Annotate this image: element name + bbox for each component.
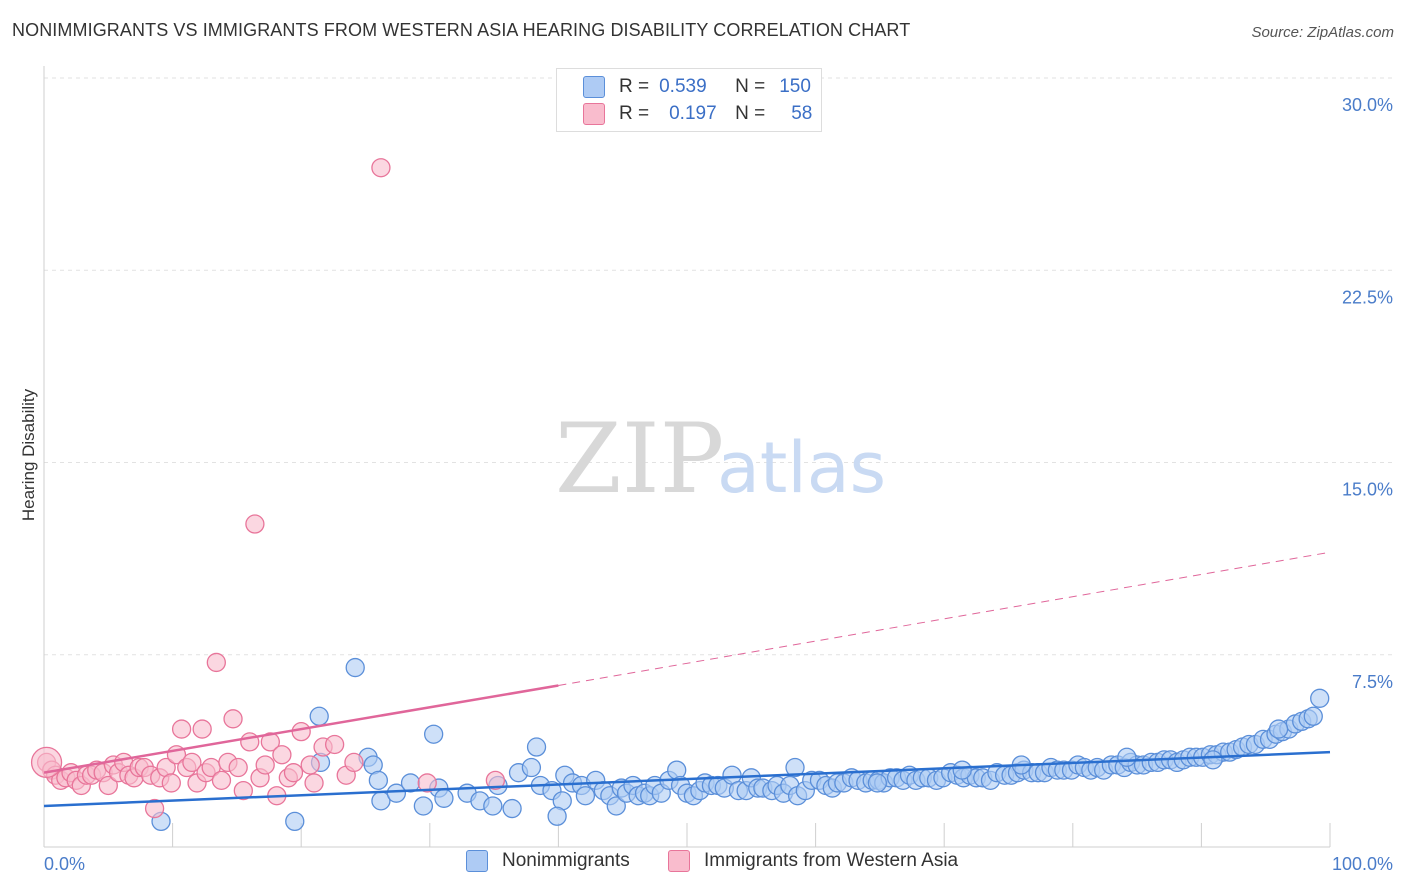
data-point [272,745,292,765]
data-point [575,786,596,806]
series-immigrants [36,158,506,819]
legend-r-value: 0.197 [669,103,717,124]
tick-labels: 7.5% 15.0% 22.5% 30.0% 0.0% 100.0% [44,95,1393,874]
data-point [485,770,506,791]
trend-line-immigrants [43,684,559,774]
data-point [785,757,805,778]
chart-title: NONIMMIGRANTS VS IMMIGRANTS FROM WESTERN… [12,20,911,40]
data-point [1203,750,1223,770]
data-point [182,752,202,773]
legend-label-nonimmigrants: Nonimmigrants [502,850,630,871]
legend-n-value: 58 [791,103,813,124]
data-point [526,737,547,757]
data-point [192,719,212,739]
data-point [547,806,567,826]
data-point [867,773,887,793]
data-point [434,788,454,808]
data-point [233,780,253,801]
data-point [1303,706,1323,726]
data-point [211,770,232,791]
data-point [606,796,626,816]
data-point [260,732,280,752]
correlation-legend: R = 0.539 N = 150 R = 0.197 N = 58 [556,68,822,132]
y-tick-label: 30.0% [1342,95,1393,115]
data-point [952,760,972,780]
data-point [424,724,444,744]
legend-item-immigrants: Immigrants from Western Asia [668,850,958,872]
watermark: ZIP atlas [555,403,886,515]
data-point [344,752,364,773]
series-legend: Nonimmigrants Immigrants from Western As… [0,850,1406,880]
data-point [368,770,389,791]
trend-line-immigrants-extension [558,551,1331,687]
data-point [283,763,304,783]
y-tick-label: 7.5% [1352,672,1393,692]
data-point [291,722,311,742]
legend-swatch-blue [466,850,488,872]
data-point [324,734,345,755]
watermark-atlas: atlas [717,427,886,509]
data-point [304,773,324,793]
legend-n-value: 150 [779,76,811,97]
data-point [1268,719,1289,739]
data-point [98,775,118,796]
data-point [206,652,226,673]
legend-item-nonimmigrants: Nonimmigrants [466,850,630,872]
y-tick-label: 22.5% [1342,287,1393,307]
legend-r-label: R = [619,103,650,124]
legend-row-immigrants: R = 0.197 N = 58 [583,102,812,126]
data-point [371,158,391,178]
data-point [417,773,437,793]
axes [43,66,1331,848]
data-point [144,798,165,819]
legend-r-label: R = [619,76,650,97]
data-point [1117,747,1137,767]
legend-n-label: N = [735,103,766,124]
data-point [521,757,542,778]
x-tick-label: 0.0% [44,854,85,874]
data-point [285,811,305,832]
data-point [255,755,275,775]
data-point [309,706,329,726]
grid [44,77,1394,656]
data-point [300,755,320,775]
legend-row-nonimmigrants: R = 0.539 N = 150 [583,75,811,99]
y-tick-label: 15.0% [1342,480,1393,500]
data-point [386,783,407,803]
data-point [1310,688,1330,708]
trend-line-nonimmigrants [43,750,1331,808]
watermark-zip: ZIP [555,403,724,515]
legend-swatch-pink [583,103,605,125]
source-label: Source: ZipAtlas.com [1251,24,1394,41]
data-point [171,719,192,739]
y-axis-label: Hearing Disability [19,388,38,521]
data-point [223,709,243,729]
series-nonimmigrants [151,657,1330,832]
legend-swatch-pink [668,850,690,872]
data-point [161,773,181,793]
legend-label-immigrants: Immigrants from Western Asia [704,850,959,871]
data-points [30,158,1330,832]
x-tick-label: 100.0% [1332,854,1393,874]
data-point [245,514,265,534]
data-point [228,757,248,778]
trend-lines [43,551,1331,808]
legend-swatch-blue [583,76,605,98]
data-point [413,796,434,816]
data-point [502,798,522,819]
data-point [345,657,365,678]
data-point [483,796,503,816]
legend-n-label: N = [735,76,766,97]
legend-r-value: 0.539 [659,76,707,97]
